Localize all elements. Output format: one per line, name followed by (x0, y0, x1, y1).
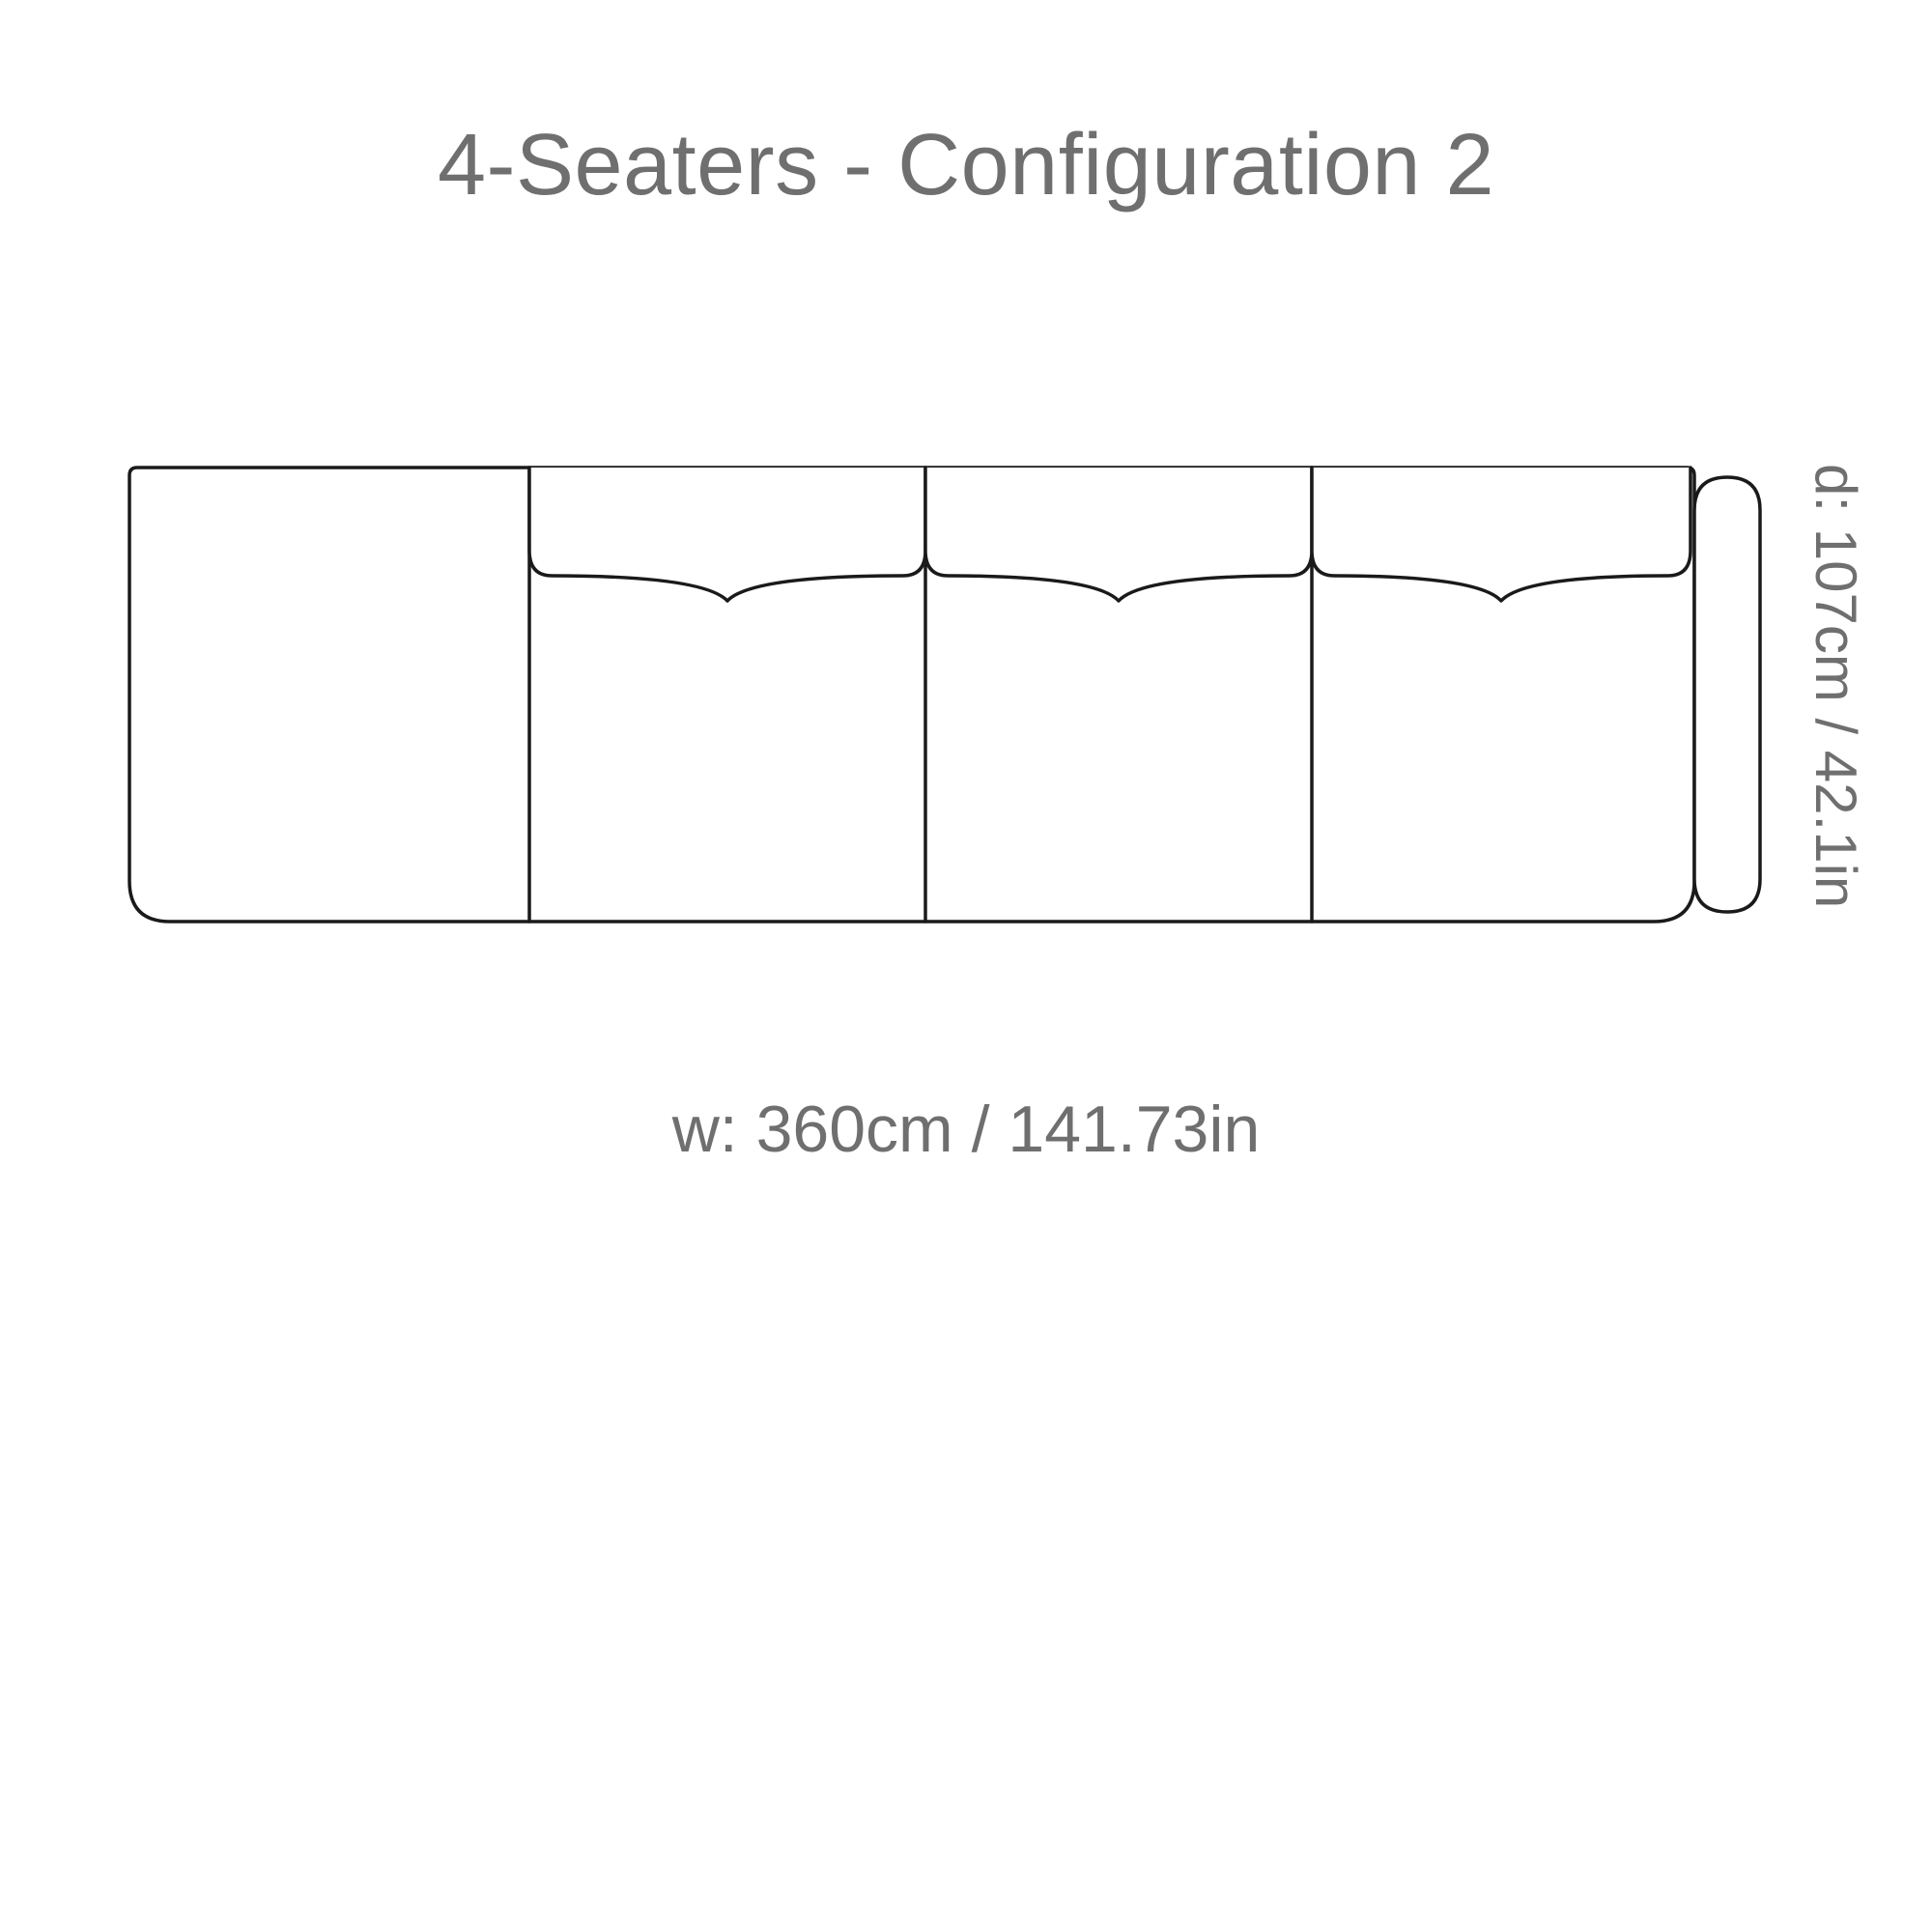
canvas: 4-Seaters - Configuration 2 w: 360cm / 1… (0, 0, 1932, 1932)
diagram-title: 4-Seaters - Configuration 2 (0, 116, 1932, 215)
depth-dimension-label: d: 107cm / 42.1in (1803, 464, 1869, 908)
width-dimension-label: w: 360cm / 141.73in (0, 1092, 1932, 1167)
